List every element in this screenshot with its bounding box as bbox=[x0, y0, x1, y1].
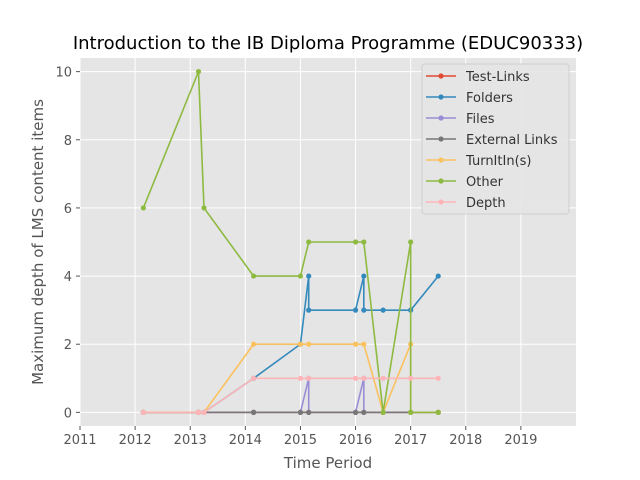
data-point bbox=[201, 205, 207, 211]
data-point bbox=[361, 341, 367, 347]
data-point bbox=[380, 409, 386, 415]
data-point bbox=[352, 307, 359, 313]
data-point bbox=[306, 341, 312, 347]
data-point bbox=[306, 273, 312, 279]
x-tick-label: 2016 bbox=[339, 433, 372, 448]
data-point bbox=[140, 205, 146, 211]
data-point bbox=[297, 273, 304, 279]
y-tick-label: 4 bbox=[64, 270, 72, 285]
y-axis: 0 2 4 6 8 10 bbox=[55, 66, 80, 421]
data-point bbox=[435, 375, 441, 381]
series-line bbox=[142, 71, 439, 414]
data-point bbox=[352, 409, 359, 415]
legend-item: TurnItIn(s) bbox=[426, 154, 531, 169]
x-tick-label: 2012 bbox=[119, 433, 152, 448]
data-point bbox=[201, 409, 207, 415]
legend-label: Files bbox=[466, 112, 495, 127]
chart-title: Introduction to the IB Diploma Programme… bbox=[73, 33, 583, 54]
data-point bbox=[251, 409, 257, 415]
legend-label: Test-Links bbox=[465, 70, 530, 85]
data-point bbox=[361, 273, 367, 279]
data-point bbox=[251, 341, 257, 347]
series-other bbox=[140, 69, 441, 415]
data-point bbox=[140, 409, 146, 415]
data-point bbox=[306, 409, 312, 415]
data-point bbox=[408, 239, 414, 245]
legend-label: TurnItIn(s) bbox=[465, 154, 531, 169]
data-point bbox=[352, 375, 359, 381]
legend-swatch-marker bbox=[438, 199, 444, 205]
data-point bbox=[408, 375, 414, 381]
series-layer bbox=[140, 69, 441, 415]
y-tick-label: 2 bbox=[64, 338, 72, 353]
data-point bbox=[297, 341, 304, 347]
legend-item: Depth bbox=[426, 196, 506, 211]
x-tick-label: 2019 bbox=[504, 433, 537, 448]
legend-label: Folders bbox=[466, 91, 513, 106]
legend-box bbox=[421, 63, 570, 215]
legend-item: Other bbox=[426, 175, 504, 190]
data-point bbox=[306, 239, 312, 245]
data-point bbox=[408, 409, 414, 415]
x-axis-label: Time Period bbox=[283, 454, 372, 472]
data-point bbox=[361, 239, 367, 245]
data-point bbox=[306, 307, 312, 313]
data-point bbox=[361, 375, 367, 381]
legend-label: Other bbox=[466, 175, 504, 190]
legend-swatch-marker bbox=[438, 136, 444, 142]
legend-item: External Links bbox=[426, 133, 558, 148]
legend-label: External Links bbox=[466, 133, 558, 148]
y-tick-label: 6 bbox=[64, 202, 72, 217]
data-point bbox=[306, 375, 312, 381]
legend-item: Folders bbox=[426, 91, 513, 106]
x-tick-label: 2018 bbox=[449, 433, 482, 448]
legend-swatch-marker bbox=[438, 94, 444, 100]
x-tick-label: 2014 bbox=[229, 433, 262, 448]
legend-swatch-marker bbox=[438, 73, 444, 79]
data-point bbox=[297, 409, 304, 415]
legend-swatch-marker bbox=[438, 115, 444, 121]
data-point bbox=[435, 409, 441, 415]
x-tick-label: 2017 bbox=[394, 433, 427, 448]
x-axis: 2011 2012 2013 2014 2015 2016 2017 2018 2019 bbox=[63, 426, 537, 448]
data-point bbox=[251, 273, 257, 279]
x-tick-label: 2011 bbox=[63, 433, 96, 448]
legend-swatch-marker bbox=[438, 178, 444, 184]
data-point bbox=[380, 375, 386, 381]
y-tick-label: 10 bbox=[55, 66, 72, 81]
legend-label: Depth bbox=[466, 196, 506, 211]
y-axis-label: Maximum depth of LMS content items bbox=[29, 99, 47, 385]
data-point bbox=[297, 375, 304, 381]
legend-swatch-marker bbox=[438, 157, 444, 163]
y-tick-label: 8 bbox=[64, 134, 72, 149]
data-point bbox=[435, 273, 441, 279]
y-tick-label: 0 bbox=[64, 406, 72, 421]
data-point bbox=[361, 307, 367, 313]
data-point bbox=[195, 69, 202, 75]
legend: Test-Links Folders Files External Links Turn… bbox=[421, 63, 570, 215]
data-point bbox=[352, 341, 359, 347]
legend-item: Files bbox=[426, 112, 495, 127]
x-tick-label: 2013 bbox=[174, 433, 207, 448]
data-point bbox=[352, 239, 359, 245]
data-point bbox=[195, 409, 202, 415]
data-point bbox=[251, 375, 257, 381]
data-point bbox=[380, 307, 386, 313]
legend-item: Test-Links bbox=[426, 70, 530, 85]
data-point bbox=[361, 409, 367, 415]
x-tick-label: 2015 bbox=[284, 433, 317, 448]
series-depth bbox=[140, 375, 441, 415]
